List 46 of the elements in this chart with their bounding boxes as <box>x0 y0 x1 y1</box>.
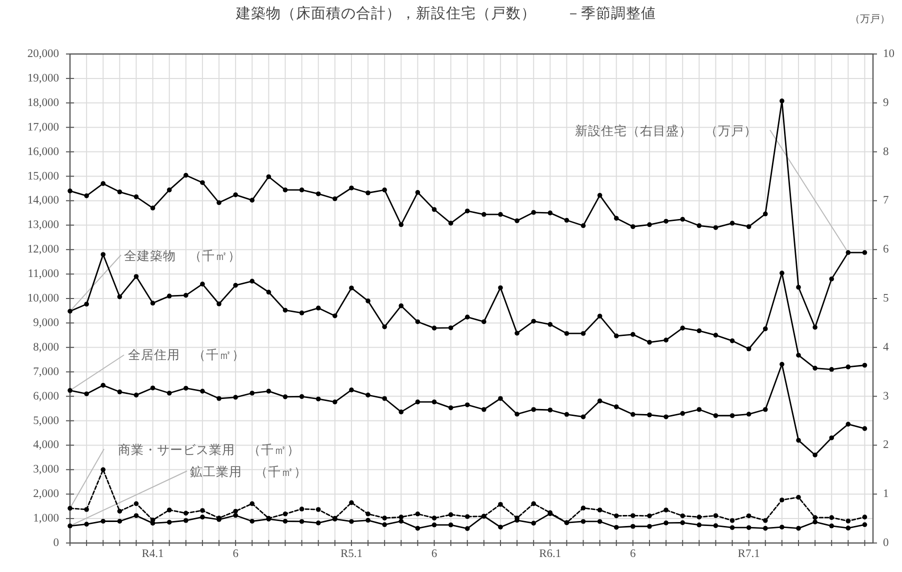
y-tick-label: 1,000 <box>33 512 60 525</box>
y-tick-label: 15,000 <box>27 170 60 182</box>
y2-tick-label: 8 <box>883 146 889 158</box>
y-tick-label: 10,000 <box>27 292 60 304</box>
y-tick-label: 9,000 <box>33 316 60 329</box>
y-tick-label: 17,000 <box>27 121 60 134</box>
x-tick-label: R6.1 <box>539 548 562 560</box>
y-tick-label: 13,000 <box>27 219 60 232</box>
y2-tick-label: 1 <box>883 488 889 500</box>
y-tick-label: 20,000 <box>27 48 60 60</box>
y2-tick-label: 9 <box>883 96 889 109</box>
y2-tick-label: 6 <box>883 244 889 256</box>
y2-tick-label: 10 <box>883 48 895 60</box>
x-tick-label: 6 <box>232 548 239 560</box>
y2-tick-label: 4 <box>883 341 889 354</box>
y-tick-label: 2,000 <box>33 488 60 500</box>
y2-tick-label: 5 <box>883 292 889 304</box>
y-tick-label: 14,000 <box>27 194 60 207</box>
text: 全居住用 （千㎡） <box>128 348 245 362</box>
y-tick-label: 12,000 <box>27 244 60 256</box>
y2-tick-label: 2 <box>883 439 889 452</box>
y-tick-label: 6,000 <box>33 390 60 402</box>
chart-title: 建築物（床面積の合計），新設住宅（戸数） －季節調整値 <box>235 5 656 22</box>
x-tick-label: 6 <box>431 548 438 560</box>
x-tick-label: 6 <box>630 548 636 560</box>
series-label: 新設住宅（右目盛） （万戸） <box>575 123 757 138</box>
y-tick-label: 4,000 <box>33 439 60 452</box>
y-tick-label: 16,000 <box>27 146 60 158</box>
x-tick-label: R5.1 <box>340 548 363 560</box>
y2-axis-title: （万戸） <box>850 14 890 24</box>
x-tick-label: R7.1 <box>738 548 760 560</box>
y2-tick-label: 0 <box>883 537 889 549</box>
y-tick-label: 3,000 <box>33 464 60 476</box>
series-label: 商業・サービス業用 （千㎡） <box>118 443 300 457</box>
y-tick-label: 8,000 <box>33 341 60 354</box>
y-tick-label: 7,000 <box>33 366 60 378</box>
y-tick-label: 5,000 <box>33 414 60 427</box>
y2-tick-label: 7 <box>883 194 889 207</box>
series-label: 全建築物 （千㎡） <box>124 249 241 263</box>
y-tick-label: 18,000 <box>27 96 60 109</box>
y-tick-label: 0 <box>53 537 60 549</box>
y-tick-label: 11,000 <box>28 268 60 280</box>
y2-tick-label: 3 <box>883 390 889 402</box>
y-tick-label: 19,000 <box>27 72 60 84</box>
x-tick-label: R4.1 <box>142 548 164 560</box>
text: 鉱工業用 （千㎡） <box>190 465 307 479</box>
